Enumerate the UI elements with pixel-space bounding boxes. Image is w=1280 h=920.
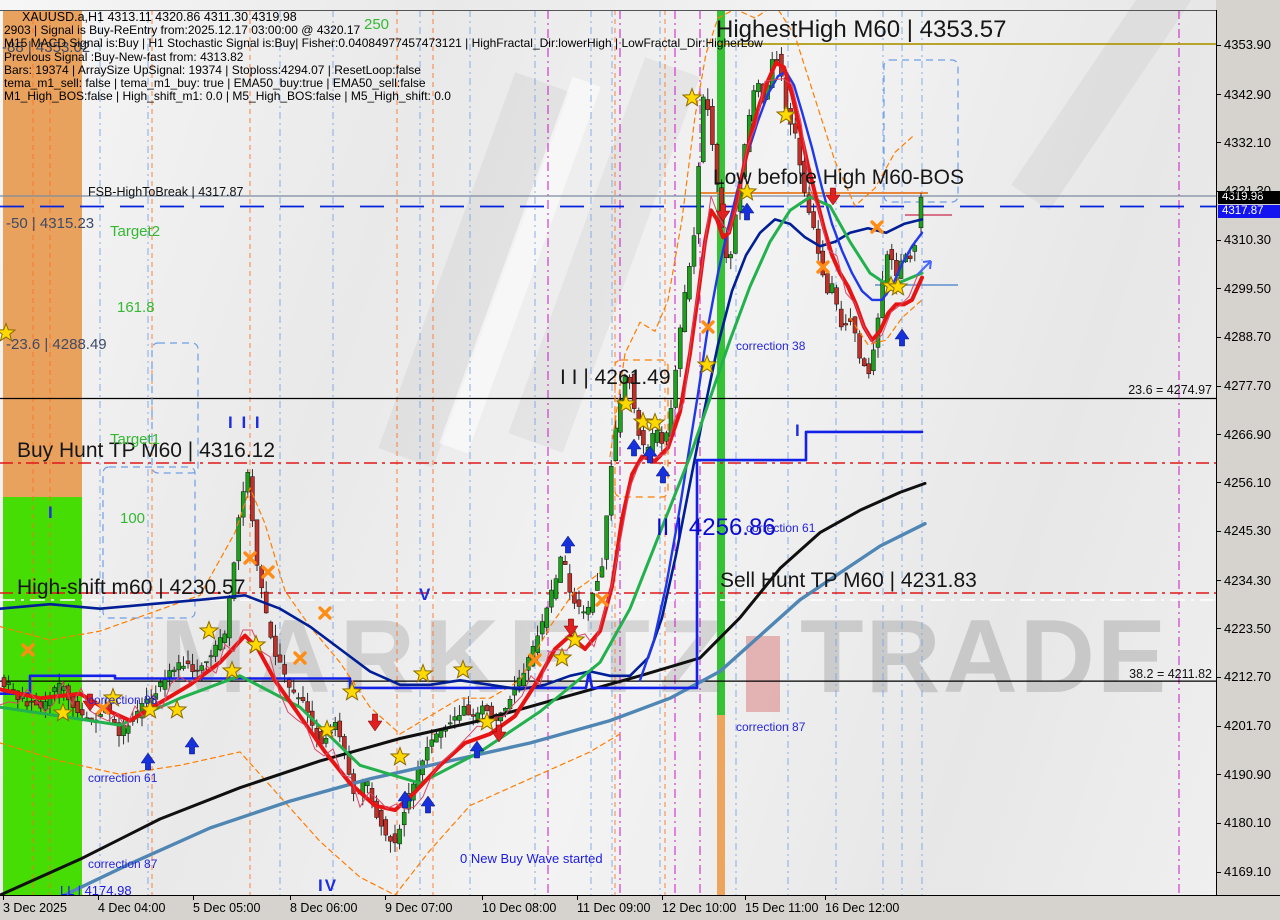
price-tick <box>1217 336 1221 338</box>
time-tick <box>98 896 99 900</box>
time-axis-label: 9 Dec 07:00 <box>385 901 453 915</box>
price-axis-label: 4353.90 <box>1224 37 1271 53</box>
info-line-ohlc: XAUUSD.a,H1 4313.11 4320.86 4311.30 4319… <box>22 10 297 24</box>
time-axis-label: 3 Dec 2025 <box>3 901 67 915</box>
price-axis-label: 4190.90 <box>1224 766 1271 782</box>
price-tick <box>1217 580 1221 582</box>
price-axis-label: 4332.10 <box>1224 134 1271 150</box>
price-axis: 4319.98 4317.87 4353.90 4342.90 4332.10 432… <box>1216 10 1280 895</box>
chart-plot-area[interactable]: MARKETZ TRADE HighestHigh M60 | 4353.57 L… <box>0 0 1216 895</box>
candlestick-chart[interactable] <box>0 0 1216 895</box>
price-tick <box>1217 628 1221 630</box>
time-tick <box>3 896 4 900</box>
time-axis-label: 15 Dec 11:00 <box>745 901 819 915</box>
price-tick <box>1217 774 1221 776</box>
time-tick <box>193 896 194 900</box>
price-tick <box>1217 822 1221 824</box>
time-axis-label: 11 Dec 09:00 <box>577 901 651 915</box>
price-axis-label: 4299.50 <box>1224 280 1271 296</box>
signal-band-orange <box>717 715 725 895</box>
price-tick <box>1217 44 1221 46</box>
time-axis-label: 4 Dec 04:00 <box>98 901 166 915</box>
info-line-signal: 2903 | Signal is Buy-ReEntry from:2025.1… <box>4 23 361 38</box>
price-tick <box>1217 871 1221 873</box>
price-axis-label: 4310.30 <box>1224 232 1271 248</box>
info-line-previous-signal: Previous Signal :Buy-New-fast from: 4313… <box>4 49 244 64</box>
time-tick <box>745 896 746 900</box>
time-axis-label: 8 Dec 06:00 <box>290 901 358 915</box>
info-line-indicators: M15 MACD Signal is:Buy | H1 Stochastic S… <box>4 36 763 51</box>
time-tick <box>482 896 483 900</box>
price-axis-label: 4201.70 <box>1224 718 1271 734</box>
price-tick <box>1217 530 1221 532</box>
price-tick <box>1217 288 1221 290</box>
price-tick <box>1217 482 1221 484</box>
price-axis-label: 4180.10 <box>1224 815 1271 831</box>
price-tick <box>1217 94 1221 96</box>
price-axis-label: 4245.30 <box>1224 523 1271 539</box>
ask-price-tag: 4319.98 <box>1218 191 1280 204</box>
price-axis-label: 4234.30 <box>1224 572 1271 588</box>
info-panel: XAUUSD.a,H1 4313.11 4320.86 4311.30 4319… <box>4 10 763 104</box>
info-line-tema: tema_m1_sell: false | tema_m1_buy: true … <box>4 76 426 91</box>
price-axis-label: 4342.90 <box>1224 86 1271 102</box>
price-axis-label: 4169.10 <box>1224 864 1271 880</box>
price-tick <box>1217 190 1221 192</box>
price-tick <box>1217 725 1221 727</box>
price-tick <box>1217 385 1221 387</box>
price-axis-label: 4277.70 <box>1224 378 1271 394</box>
price-axis-label: 4266.90 <box>1224 426 1271 442</box>
time-axis-label: 5 Dec 05:00 <box>193 901 261 915</box>
plot-top-border <box>0 10 1216 11</box>
time-tick <box>290 896 291 900</box>
price-tick <box>1217 239 1221 241</box>
price-tick <box>1217 434 1221 436</box>
time-axis-label: 16 Dec 12:00 <box>825 901 900 915</box>
time-axis-label: 12 Dec 10:00 <box>662 901 737 915</box>
price-tick <box>1217 676 1221 678</box>
price-axis-label: 4321.30 <box>1224 183 1271 199</box>
time-tick <box>825 896 826 900</box>
price-axis-label: 4223.50 <box>1224 620 1271 636</box>
price-tick <box>1217 142 1221 144</box>
bid-price-tag: 4317.87 <box>1218 204 1280 218</box>
session-band-orange-left <box>3 10 82 497</box>
time-tick <box>577 896 578 900</box>
price-axis-label: 4212.70 <box>1224 669 1271 685</box>
info-line-bars: Bars: 19374 | ArraySize UpSignal: 19374 … <box>4 62 421 77</box>
info-line-bos: M1_High_BOS:false | High_shift_m1: 0.0 |… <box>4 89 451 104</box>
price-axis-label: 4288.70 <box>1224 329 1271 345</box>
price-axis-label: 4256.10 <box>1224 474 1271 490</box>
time-axis-label: 10 Dec 08:00 <box>482 901 557 915</box>
time-axis: 3 Dec 2025 4 Dec 04:00 5 Dec 05:00 8 Dec 06… <box>0 895 1280 920</box>
time-tick <box>662 896 663 900</box>
time-tick <box>385 896 386 900</box>
